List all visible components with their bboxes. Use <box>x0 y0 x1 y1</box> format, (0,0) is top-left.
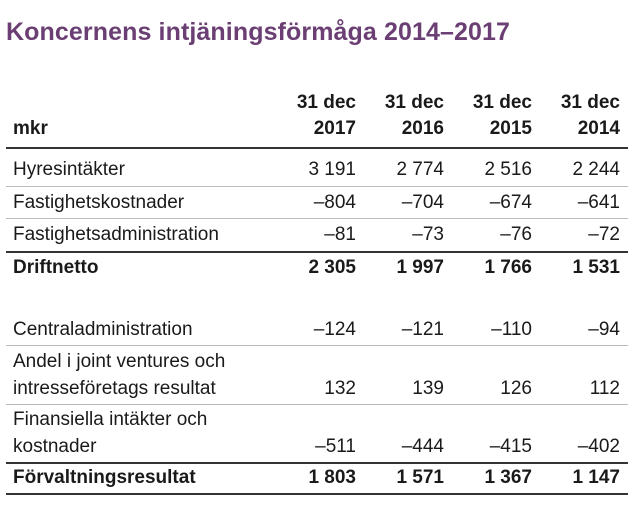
cell-2017: 1 803 <box>308 467 356 488</box>
bottom-rule <box>6 493 628 495</box>
cell-2017: –81 <box>324 224 356 245</box>
column-header-line1: 31 dec <box>560 92 620 113</box>
cell-2014: 1 147 <box>572 467 620 488</box>
subtotal-rule <box>6 251 628 253</box>
cell-2016: –73 <box>412 224 444 245</box>
cell-2014: 1 531 <box>572 257 620 278</box>
cell-2014: –94 <box>588 319 620 340</box>
page-title: Koncernens intjäningsförmåga 2014–2017 <box>6 18 510 46</box>
cell-2015: 1 367 <box>484 467 532 488</box>
row-label: Förvaltningsresultat <box>13 467 196 488</box>
cell-2017: 2 305 <box>308 257 356 278</box>
cell-2015: –76 <box>500 224 532 245</box>
column-header-line2: 2016 <box>401 118 444 139</box>
cell-2015: –110 <box>491 319 532 340</box>
header-rule <box>6 147 628 149</box>
column-header-2016: 31 dec 2016 <box>364 90 444 142</box>
cell-2017: 3 191 <box>308 159 356 180</box>
cell-2016: 139 <box>412 378 444 399</box>
row-label: Fastighetskostnader <box>13 192 185 213</box>
column-header-line1: 31 dec <box>384 92 444 113</box>
column-header-line2: 2015 <box>489 118 532 139</box>
row-divider <box>6 186 628 187</box>
cell-2014: 2 244 <box>572 159 620 180</box>
cell-2016: 1 997 <box>396 257 444 278</box>
row-divider <box>6 404 628 405</box>
column-header-2014: 31 dec 2014 <box>540 90 620 142</box>
column-header-2015: 31 dec 2015 <box>452 90 532 142</box>
row-divider <box>6 218 628 219</box>
row-label-line1: Finansiella intäkter och <box>13 409 208 430</box>
row-divider <box>6 345 628 346</box>
row-label-line2: intresseföretags resultat <box>13 378 216 399</box>
column-header-2017: 31 dec 2017 <box>276 90 356 142</box>
row-label: Driftnetto <box>13 257 99 278</box>
cell-2017: –511 <box>315 436 356 457</box>
cell-2016: –444 <box>401 436 444 457</box>
row-label: Centraladministration <box>13 319 193 340</box>
cell-2016: 1 571 <box>396 467 444 488</box>
column-header-line2: 2017 <box>313 118 356 139</box>
cell-2015: 126 <box>500 378 532 399</box>
row-label: Fastighetsadministration <box>13 224 219 245</box>
column-header-line2: 2014 <box>577 118 620 139</box>
column-header-line1: 31 dec <box>296 92 356 113</box>
cell-2015: –415 <box>489 436 532 457</box>
cell-2014: –641 <box>577 192 620 213</box>
cell-2017: –124 <box>313 319 356 340</box>
row-label-line2: kostnader <box>13 436 97 457</box>
cell-2015: 1 766 <box>484 257 532 278</box>
cell-2014: –72 <box>588 224 620 245</box>
column-header-line1: 31 dec <box>472 92 532 113</box>
cell-2015: –674 <box>489 192 532 213</box>
row-label-line1: Andel i joint ventures och <box>13 351 226 372</box>
unit-label: mkr <box>13 118 48 139</box>
cell-2016: –704 <box>401 192 444 213</box>
cell-2014: 112 <box>589 378 620 399</box>
row-label: Hyresintäkter <box>13 159 125 180</box>
cell-2017: –804 <box>313 192 356 213</box>
cell-2017: 132 <box>324 378 356 399</box>
cell-2016: –121 <box>401 319 444 340</box>
total-rule <box>6 462 628 464</box>
cell-2015: 2 516 <box>484 159 532 180</box>
cell-2014: –402 <box>577 436 620 457</box>
cell-2016: 2 774 <box>396 159 444 180</box>
